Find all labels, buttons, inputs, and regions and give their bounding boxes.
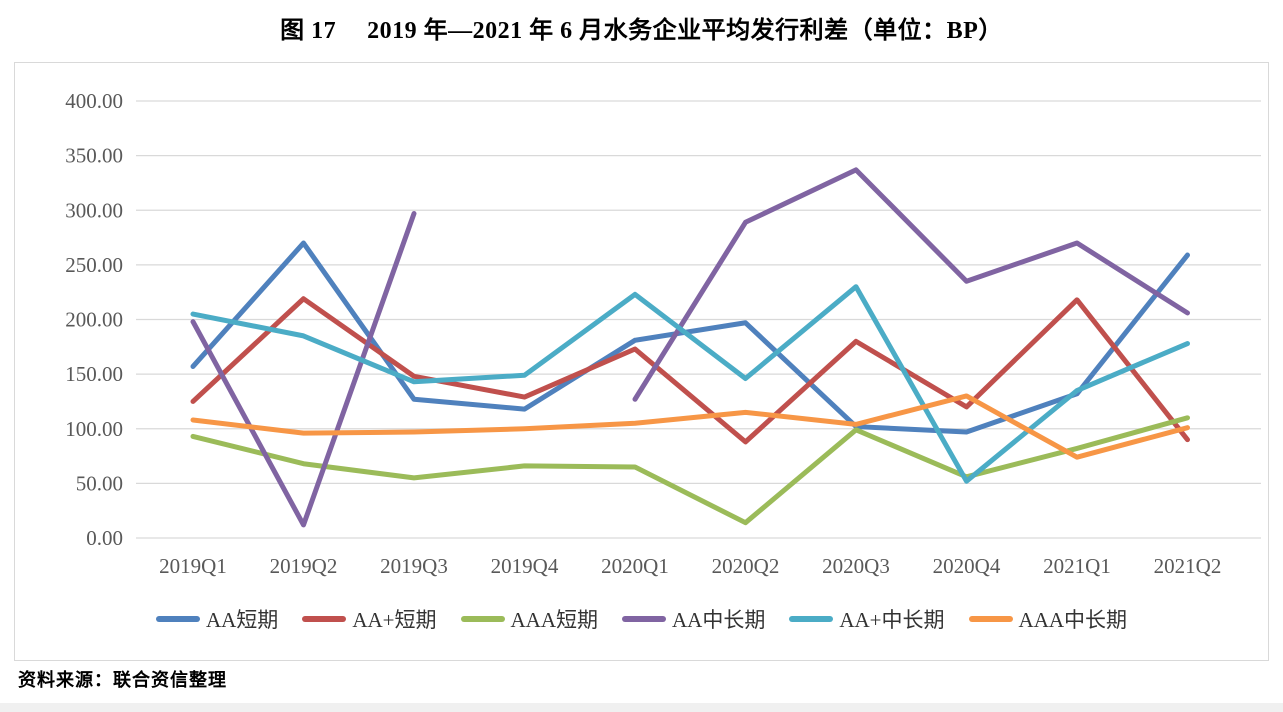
legend-marker-icon <box>302 616 347 622</box>
y-axis-label: 50.00 <box>76 471 123 495</box>
legend-label: AA+中长期 <box>839 608 945 632</box>
series-line-4 <box>190 284 1190 484</box>
legend-label: AAA短期 <box>510 608 599 632</box>
x-axis-label: 2019Q4 <box>491 554 559 578</box>
x-axis-label: 2020Q2 <box>712 554 780 578</box>
y-axis-label: 250.00 <box>65 253 123 277</box>
legend-item[interactable]: AAA短期 <box>460 604 599 634</box>
legend-marker-icon <box>622 616 666 622</box>
x-axis-label: 2019Q3 <box>380 554 448 578</box>
legend-marker-icon <box>155 616 200 622</box>
chart-area: 0.00 50.00 100.00 150.00 200.00 250.00 300.00 3… <box>14 62 1269 661</box>
legend-item[interactable]: AA+中长期 <box>789 604 945 634</box>
legend-label: AA短期 <box>205 608 279 632</box>
legend-marker-icon <box>789 616 834 622</box>
legend-item[interactable]: AA短期 <box>155 604 279 634</box>
y-axis-label: 150.00 <box>65 362 123 386</box>
x-axis-label: 2020Q4 <box>933 554 1001 578</box>
y-axis-label: 200.00 <box>65 308 123 332</box>
x-axis-label: 2019Q2 <box>270 554 338 578</box>
legend-marker-icon <box>968 616 1013 622</box>
series-line-1 <box>190 296 1190 445</box>
legend-label: AA+短期 <box>352 608 437 632</box>
legend-label: AA中长期 <box>672 608 766 632</box>
x-axis-label: 2019Q1 <box>159 554 227 578</box>
legend-item[interactable]: AA+短期 <box>302 604 437 634</box>
series-line-3 <box>632 167 1190 402</box>
legend-item[interactable]: AA中长期 <box>622 604 765 634</box>
source-note: 资料来源：联合资信整理 <box>18 670 227 690</box>
legend-label: AAA中长期 <box>1018 608 1128 632</box>
x-axis-label: 2020Q1 <box>601 554 669 578</box>
x-axis-label: 2021Q1 <box>1043 554 1111 578</box>
y-axis-label: 300.00 <box>65 198 123 222</box>
legend-marker-icon <box>460 616 505 622</box>
y-axis-label: 0.00 <box>86 526 123 550</box>
y-axis-label: 400.00 <box>65 89 123 113</box>
page-bottom-divider <box>0 703 1283 712</box>
chart-title: 图 17 2019 年—2021 年 6 月水务企业平均发行利差（单位：BP） <box>280 18 1003 44</box>
series-line-0 <box>190 240 1190 435</box>
x-axis-label: 2021Q2 <box>1154 554 1222 578</box>
chart-legend: AA短期 AA+短期 AAA短期 AA中长期 AA+中长期 AAA中长期 <box>15 604 1268 634</box>
line-chart-svg: 0.00 50.00 100.00 150.00 200.00 250.00 300.00 3… <box>65 89 1261 578</box>
x-axis-label: 2020Q3 <box>822 554 890 578</box>
series-line-5 <box>190 393 1190 460</box>
legend-item[interactable]: AAA中长期 <box>968 604 1128 634</box>
y-axis-label: 100.00 <box>65 417 123 441</box>
series-line-2 <box>190 415 1190 526</box>
series-line-3 <box>190 211 417 528</box>
y-axis-label: 350.00 <box>65 144 123 168</box>
